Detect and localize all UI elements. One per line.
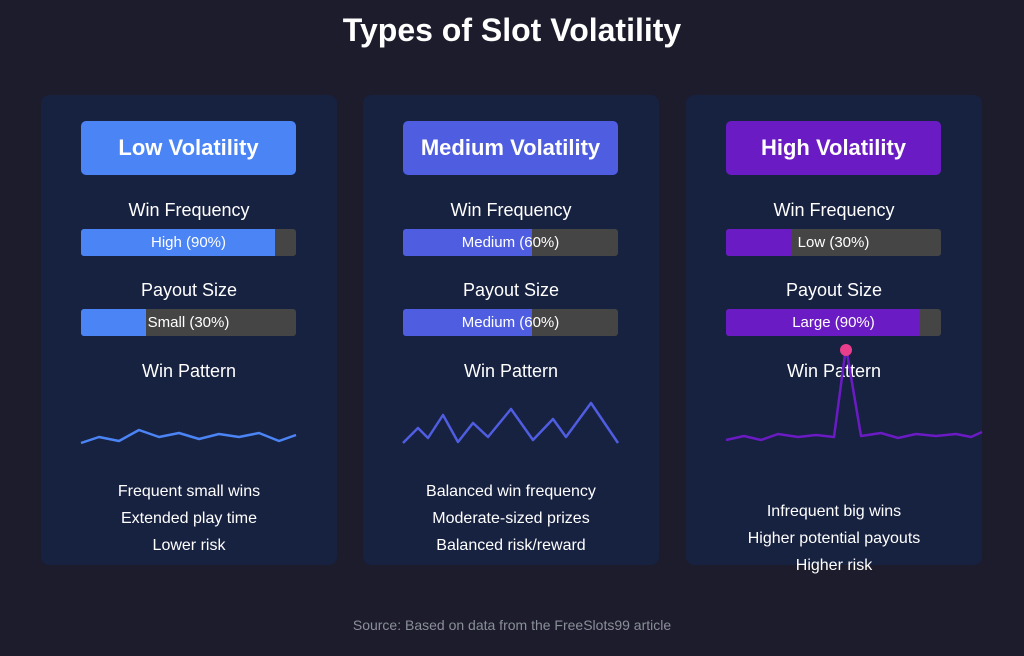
description-line: Moderate-sized prizes [432,510,590,527]
win-pattern-label: Win Pattern [786,361,882,381]
win-pattern-label: Win Pattern [141,361,237,381]
payout-size-label: Payout Size [462,280,560,300]
win-frequency-label: Win Frequency [450,200,572,220]
source-note: Source: Based on data from the FreeSlots… [352,617,672,633]
payout-size-value: Large (90%) [792,314,875,331]
card-title-badge: High Volatility [726,121,941,175]
payout-size-bar-fill [726,309,920,336]
win-pattern-line-icon [725,344,983,442]
payout-size-value: Medium (60%) [461,314,560,331]
card-title-badge: Low Volatility [81,121,296,175]
win-frequency-value: Medium (60%) [461,234,560,251]
win-frequency-bar: Medium (60%) [403,229,618,256]
card-description: Balanced win frequency Moderate-sized pr… [363,478,659,559]
payout-size-bar: Large (90%) [726,309,941,336]
win-pattern-label: Win Pattern [463,361,559,381]
card-description: Infrequent big wins Higher potential pay… [686,498,982,579]
win-frequency-value: Low (30%) [797,234,870,251]
high-volatility-card: High Volatility Win Frequency Low (30%) … [686,95,983,574]
description-line: Lower risk [152,537,226,554]
description-line: Balanced win frequency [426,483,596,500]
payout-size-bar-fill [403,309,532,336]
big-win-marker-icon [840,344,852,356]
payout-size-value: Small (30%) [147,314,230,331]
description-line: Higher potential payouts [747,530,921,547]
win-frequency-value: High (90%) [150,234,227,251]
win-pattern-line-icon [402,401,620,444]
card-title-badge: Medium Volatility [403,121,618,175]
description-line: Higher risk [795,557,873,574]
win-frequency-label: Win Frequency [128,200,250,220]
card-description: Frequent small wins Extended play time L… [41,478,337,559]
page-title: Types of Slot Volatility [342,12,682,48]
win-frequency-bar-fill [726,229,791,256]
win-frequency-bar-fill [403,229,532,256]
payout-size-label: Payout Size [785,280,883,300]
win-pattern-line-icon [80,428,297,445]
low-volatility-card: Low Volatility Win Frequency High (90%) … [41,95,337,565]
description-line: Extended play time [120,510,258,527]
win-frequency-label: Win Frequency [773,200,895,220]
payout-size-bar-fill [81,309,146,336]
description-line: Frequent small wins [117,483,261,500]
payout-size-bar: Small (30%) [81,309,296,336]
description-line: Balanced risk/reward [436,537,586,554]
win-frequency-bar-fill [81,229,275,256]
medium-volatility-card: Medium Volatility Win Frequency Medium (… [363,95,659,565]
win-frequency-bar: Low (30%) [726,229,941,256]
payout-size-bar: Medium (60%) [403,309,618,336]
payout-size-label: Payout Size [140,280,238,300]
description-line: Infrequent big wins [766,503,902,520]
win-frequency-bar: High (90%) [81,229,296,256]
